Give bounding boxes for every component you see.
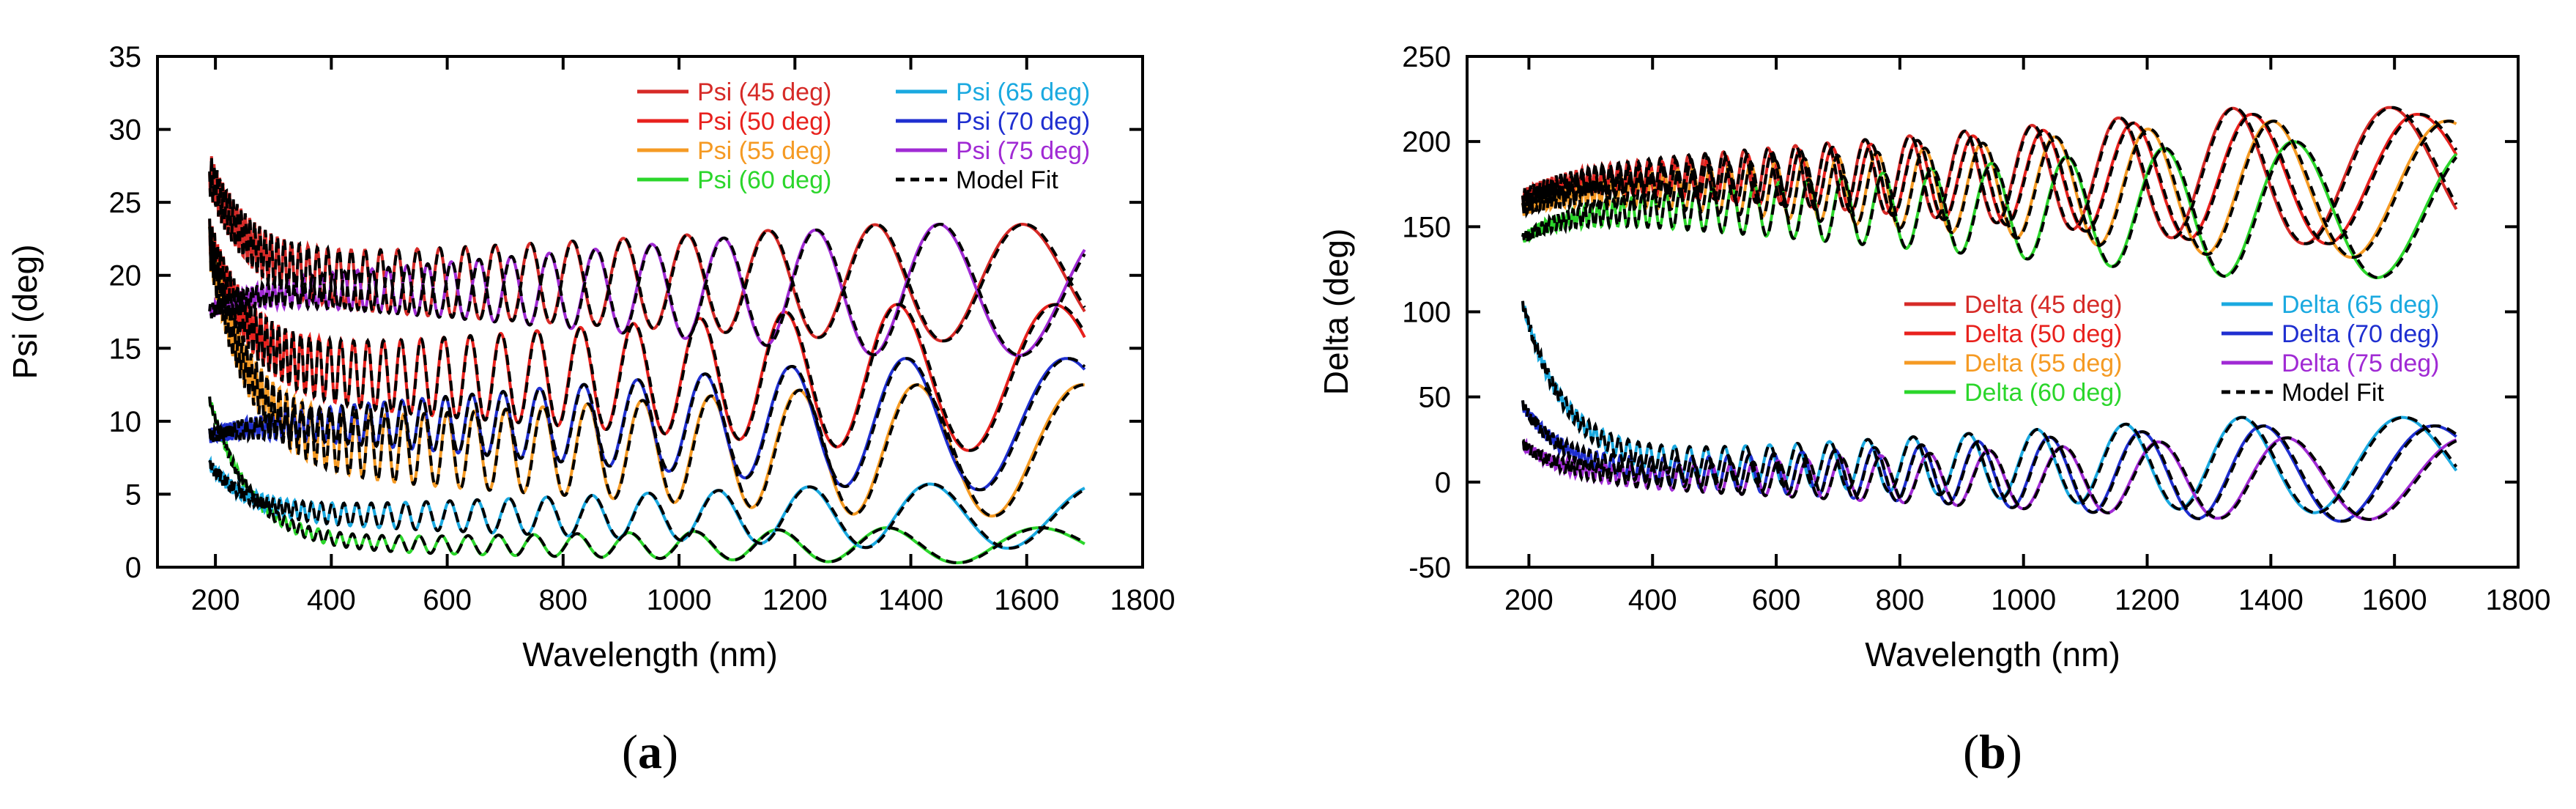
legend-label: Psi (70 deg)	[956, 108, 1090, 136]
legend-item: Delta (60 deg)	[1904, 379, 2122, 407]
legend-label: Delta (75 deg)	[2282, 350, 2439, 377]
model-fit-line-6	[1521, 400, 2457, 523]
x-axis-label: Wavelength (nm)	[522, 635, 778, 673]
legend-item: Psi (55 deg)	[637, 137, 831, 165]
x-tick-label: 1400	[878, 584, 943, 616]
model-fit-line-7	[1521, 436, 2457, 521]
legend-item: Model Fit	[896, 166, 1058, 194]
x-tick-label: 1600	[994, 584, 1059, 616]
legend-label: Delta (50 deg)	[1964, 320, 2122, 348]
legend-label: Model Fit	[956, 166, 1058, 194]
legend-item: Model Fit	[2221, 379, 2384, 407]
x-tick-label: 1600	[2362, 584, 2427, 616]
y-tick-label: 20	[109, 260, 142, 292]
panel-label: (b)	[1963, 725, 2022, 779]
legend-label: Delta (45 deg)	[1964, 291, 2122, 319]
chart-panel-b: 200 400 600 800 1000 1200 1400 1600 1800 -50 0 50 10…	[1317, 41, 2550, 779]
legend-item: Psi (70 deg)	[896, 108, 1090, 136]
model-fit-line-3	[1521, 119, 2457, 259]
y-tick-label: 15	[109, 333, 142, 365]
y-tick-label: 30	[109, 114, 142, 147]
x-axis-label: Wavelength (nm)	[1865, 635, 2120, 673]
legend-label: Psi (60 deg)	[697, 166, 831, 194]
legend-label: Psi (50 deg)	[697, 108, 831, 136]
y-tick-label: 0	[1435, 467, 1451, 499]
legend-label: Psi (55 deg)	[697, 137, 831, 165]
plot-frame	[156, 55, 1144, 569]
series-line-delta-70-deg	[1521, 400, 2457, 523]
x-tick-label: 1200	[762, 584, 828, 616]
y-tick-label: -50	[1408, 552, 1451, 584]
model-fit-line-7	[208, 223, 1086, 358]
y-tick-label: 200	[1402, 126, 1451, 158]
legend-label: Delta (60 deg)	[1964, 379, 2122, 407]
legend-label: Delta (70 deg)	[2282, 320, 2439, 348]
legend-item: Delta (70 deg)	[2221, 320, 2439, 348]
x-tick-label: 1000	[1991, 584, 2056, 616]
x-tick-label: 600	[1752, 584, 1801, 616]
series-group	[1521, 106, 2458, 523]
y-tick-label: 0	[125, 552, 141, 584]
x-tick-label: 1400	[2238, 584, 2304, 616]
model-fit-line-4	[208, 396, 1085, 564]
legend-item: Delta (45 deg)	[1904, 291, 2122, 319]
model-fit-line-6	[208, 357, 1086, 492]
y-tick-label: 250	[1402, 41, 1451, 73]
y-tick-label: 5	[125, 479, 141, 511]
series-group	[208, 156, 1086, 564]
y-axis-label: Psi (deg)	[6, 244, 44, 379]
model-fit-line-5	[208, 459, 1085, 550]
legend: Delta (45 deg)Delta (50 deg)Delta (55 de…	[1904, 291, 2439, 407]
x-tick-label: 400	[307, 584, 356, 616]
x-tick-label: 1800	[2486, 584, 2551, 616]
legend-item: Psi (65 deg)	[896, 78, 1090, 106]
y-tick-label: 50	[1419, 382, 1452, 414]
model-fit-line-1	[208, 156, 1086, 343]
x-tick-label: 1000	[647, 584, 712, 616]
legend-item: Psi (60 deg)	[637, 166, 831, 194]
y-axis-label: Delta (deg)	[1317, 229, 1355, 396]
x-tick-label: 200	[191, 584, 240, 616]
legend-item: Psi (45 deg)	[637, 78, 831, 106]
legend-label: Psi (65 deg)	[956, 78, 1090, 106]
x-tick-label: 800	[538, 584, 587, 616]
x-tick-label: 200	[1504, 584, 1554, 616]
y-tick-label: 25	[109, 187, 142, 219]
model-fit-line-5	[1521, 300, 2458, 514]
legend-item: Psi (50 deg)	[637, 108, 831, 136]
legend-label: Psi (45 deg)	[697, 78, 831, 106]
legend-item: Psi (75 deg)	[896, 137, 1090, 165]
legend-label: Delta (65 deg)	[2282, 291, 2439, 319]
x-tick-label: 400	[1628, 584, 1677, 616]
model-fit-line-4	[1521, 140, 2458, 279]
legend-label: Psi (75 deg)	[956, 137, 1090, 165]
legend-item: Delta (50 deg)	[1904, 320, 2122, 348]
legend-item: Delta (65 deg)	[2221, 291, 2439, 319]
y-tick-label: 35	[109, 41, 142, 73]
legend-item: Delta (75 deg)	[2221, 350, 2439, 377]
legend: Psi (45 deg)Psi (50 deg)Psi (55 deg)Psi …	[637, 78, 1090, 194]
panel-label: (a)	[622, 725, 678, 779]
legend-label: Delta (55 deg)	[1964, 350, 2122, 377]
model-fit-line-2	[1521, 113, 2458, 245]
y-tick-label: 150	[1402, 211, 1451, 243]
legend-item: Delta (55 deg)	[1904, 350, 2122, 377]
legend-label: Model Fit	[2282, 379, 2384, 407]
x-tick-label: 600	[423, 584, 472, 616]
series-line-delta-45-deg	[1521, 106, 2458, 245]
x-tick-label: 800	[1876, 584, 1925, 616]
x-tick-label: 1200	[2115, 584, 2180, 616]
x-tick-label: 1800	[1110, 584, 1176, 616]
y-tick-label: 100	[1402, 297, 1451, 329]
chart-panel-a: 200 400 600 800 1000 1200 1400 1600 1800 0 5 10 15 20…	[6, 41, 1175, 779]
y-tick-label: 10	[109, 406, 142, 438]
model-fit-line-2	[208, 218, 1086, 452]
